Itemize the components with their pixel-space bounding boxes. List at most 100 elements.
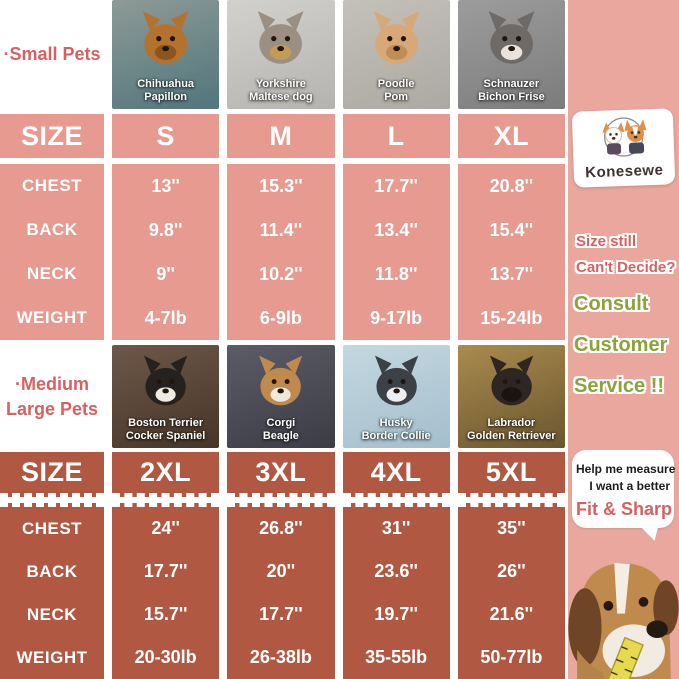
photo-boston-terrier-cocker-spaniel: Boston Terrier Cocker Spaniel (112, 345, 220, 448)
photo-corgi-beagle: Corgi Beagle (227, 345, 335, 448)
medium-large-pets-label: ·Medium Large Pets (0, 345, 104, 448)
size-value-column: 26.8'' 20'' 17.7'' 26-38lb (227, 503, 335, 679)
caption-line2: Papillon (144, 91, 188, 104)
size-value-column: 13'' 9.8'' 9'' 4-7lb (112, 164, 220, 340)
table-header-cell: L (342, 114, 450, 158)
measure-value-cell: 13.7'' (489, 263, 534, 284)
chart-main-area: ·Small Pets Chihuahua Papillon Yorkshire Ma… (0, 0, 565, 679)
photo-husky-border-collie: Husky Border Collie (342, 345, 450, 448)
measure-value-cell: 23.6'' (374, 561, 418, 581)
measure-value-cell: 11.4'' (259, 219, 303, 240)
measure-value-cell: 17.7'' (259, 604, 303, 624)
table-header-cell: S (112, 114, 220, 158)
photo-caption: Chihuahua Papillon (112, 78, 219, 106)
two-corgis-logo-icon (601, 117, 646, 157)
caption-line1: Husky (379, 416, 413, 429)
photo-caption: Husky Border Collie (343, 417, 450, 445)
measure-value-cell: 35'' (497, 518, 526, 538)
measure-label-cell: WEIGHT (16, 308, 88, 327)
caption-line1: Poodle (377, 77, 415, 90)
dog-illustration (143, 355, 188, 406)
caption-line1: Chihuahua (137, 77, 195, 90)
caption-line1: Schnauzer (483, 77, 540, 90)
dog-illustration (374, 355, 418, 406)
photo-caption: Corgi Beagle (227, 417, 334, 445)
small-pets-label: ·Small Pets (0, 0, 104, 109)
measure-value-cell: 13'' (151, 175, 180, 196)
photo-yorkshire-maltese-dog: Yorkshire Maltese dog (227, 0, 335, 109)
caption-line1: Corgi (266, 416, 296, 429)
size-decide-note: Size still Can't Decide? (576, 233, 675, 285)
cta-line3: Service !! (574, 375, 665, 397)
photo-schnauzer-bichon-frise: Schnauzer Bichon Frise (457, 0, 565, 109)
measure-value-cell: 4-7lb (144, 307, 187, 328)
dog-illustration (489, 355, 534, 406)
measure-label-cell: BACK (26, 561, 78, 581)
table-header-cell: SIZE (0, 452, 104, 497)
medium-large-pets-label-line1: ·Medium (15, 374, 89, 395)
measure-value-cell: 35-55lb (365, 647, 428, 667)
measure-label-cell: NECK (26, 264, 78, 283)
measure-value-cell: 13.4'' (374, 219, 418, 240)
size-value-column: 17.7'' 13.4'' 11.8'' 9-17lb (342, 164, 450, 340)
small-pets-label-text: ·Small Pets (3, 44, 101, 65)
measure-value-cell: 11.8'' (374, 263, 418, 284)
measure-value-cell: 15.7'' (143, 604, 188, 624)
measure-value-cell: 26-38lb (249, 647, 312, 667)
small-pets-table-header: SIZE S M L XL (0, 114, 565, 158)
measure-value-cell: 9-17lb (370, 307, 423, 328)
size-decide-line2: Can't Decide? (576, 259, 676, 276)
cta-line2: Customer (574, 334, 668, 356)
caption-line1: Yorkshire (255, 77, 306, 90)
size-decide-line1: Size still (576, 233, 637, 250)
row-label-column: CHEST BACK NECK WEIGHT (0, 164, 104, 340)
size-value-column: 35'' 26'' 21.6'' 50-77lb (457, 503, 565, 679)
photo-caption: Schnauzer Bichon Frise (458, 78, 565, 106)
measure-value-cell: 20'' (266, 561, 296, 581)
measure-label-cell: BACK (26, 220, 78, 239)
table-header-cell: 5XL (457, 452, 565, 497)
size-value-column: 20.8'' 15.4'' 13.7'' 15-24lb (457, 164, 565, 340)
caption-line2: Beagle (262, 430, 299, 443)
measure-value-cell: 9.8'' (148, 219, 183, 240)
medium-large-pets-table-header: SIZE 2XL 3XL 4XL 5XL (0, 452, 565, 497)
measure-speech-bubble: Help me measure I want a better Fit & Sh… (572, 450, 676, 528)
measure-value-cell: 24'' (151, 518, 180, 538)
bubble-line2: I want a better (589, 479, 670, 494)
caption-line2: Golden Retriever (467, 430, 556, 443)
medium-large-pets-label-line2: Large Pets (5, 398, 99, 419)
measure-value-cell: 17.7'' (143, 561, 188, 581)
measure-value-cell: 6-9lb (259, 307, 302, 328)
measure-label-cell: NECK (26, 604, 78, 624)
dog-illustration (257, 11, 304, 64)
bubble-line3: Fit & Sharp (576, 498, 673, 519)
measure-value-cell: 19.7'' (374, 604, 418, 624)
measure-value-cell: 21.6'' (489, 604, 534, 624)
medium-large-pets-table-body: CHEST BACK NECK WEIGHT 24'' 17.7'' 15.7'' 20-30… (0, 503, 565, 679)
caption-line1: Boston Terrier (128, 416, 204, 429)
table-header-cell: 3XL (227, 452, 335, 497)
table-header-cell: 2XL (112, 452, 220, 497)
size-value-column: 31'' 23.6'' 19.7'' 35-55lb (342, 503, 450, 679)
photo-chihuahua-papillon: Chihuahua Papillon (112, 0, 220, 109)
beagle-with-measuring-tape-photo (568, 562, 679, 679)
row-label-column: CHEST BACK NECK WEIGHT (0, 503, 104, 679)
table-header-cell: M (227, 114, 335, 158)
dog-illustration (373, 11, 420, 64)
table-header-cell: XL (457, 114, 565, 158)
cta-line1: Consult (574, 293, 649, 315)
measure-value-cell: 10.2'' (259, 263, 303, 284)
measure-label-cell: WEIGHT (16, 647, 88, 667)
measure-value-cell: 15.4'' (489, 219, 534, 240)
small-pets-photo-row: ·Small Pets Chihuahua Papillon Yorkshire Ma… (0, 0, 565, 109)
bubble-line1: Help me measure (576, 462, 676, 476)
photo-caption: Poodle Pom (343, 78, 450, 106)
brand-name: Konesewe (584, 161, 664, 182)
size-value-column: 24'' 17.7'' 15.7'' 20-30lb (112, 503, 220, 679)
measure-value-cell: 17.7'' (374, 175, 418, 196)
table-header-cell: SIZE (0, 114, 104, 158)
size-value-column: 15.3'' 11.4'' 10.2'' 6-9lb (227, 164, 335, 340)
photo-caption: Labrador Golden Retriever (458, 417, 565, 445)
measure-value-cell: 20.8'' (489, 175, 534, 196)
